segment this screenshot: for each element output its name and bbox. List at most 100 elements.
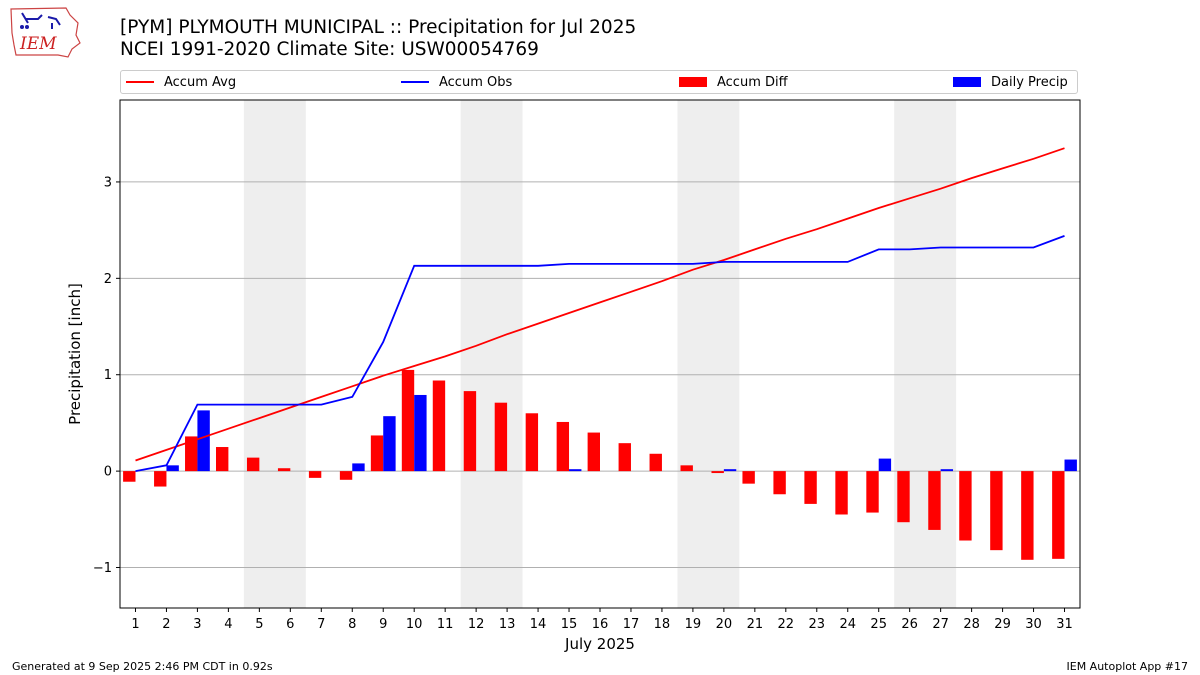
bar-accum-diff-18 bbox=[649, 453, 662, 472]
bar-daily-precip-20 bbox=[723, 469, 737, 472]
xtick-label-9: 9 bbox=[379, 617, 387, 632]
xtick-label-16: 16 bbox=[592, 617, 609, 632]
line-accum-avg bbox=[135, 147, 1065, 462]
xtick-label-8: 8 bbox=[348, 617, 356, 632]
iowa-map-outline bbox=[10, 7, 81, 58]
xtick-label-22: 22 bbox=[778, 617, 795, 632]
bar-accum-diff-15 bbox=[556, 421, 570, 472]
bar-accum-diff-16 bbox=[587, 432, 600, 472]
bar-accum-diff-21 bbox=[742, 471, 755, 484]
bar-daily-precip-2 bbox=[166, 465, 179, 472]
bar-daily-precip-15 bbox=[569, 469, 582, 472]
weekend-shade-4 bbox=[894, 100, 957, 608]
bar-accum-diff-3 bbox=[185, 436, 198, 472]
bar-accum-diff-20 bbox=[711, 471, 724, 474]
legend-swatch-accum-diff bbox=[679, 77, 707, 87]
footer-generated: Generated at 9 Sep 2025 2:46 PM CDT in 0… bbox=[12, 660, 273, 673]
xtick-label-1: 1 bbox=[131, 617, 139, 632]
bar-daily-precip-27 bbox=[940, 469, 954, 472]
legend-item-accum-diff: Accum Diff bbox=[679, 71, 788, 93]
chart-subtitle: NCEI 1991-2020 Climate Site: USW00054769 bbox=[120, 39, 539, 60]
legend-swatch-daily-precip bbox=[953, 77, 981, 87]
chart-title: [PYM] PLYMOUTH MUNICIPAL :: Precipitatio… bbox=[120, 17, 637, 38]
bar-daily-precip-9 bbox=[383, 416, 396, 472]
bar-daily-precip-31 bbox=[1064, 459, 1077, 472]
bar-daily-precip-3 bbox=[197, 410, 210, 472]
bar-accum-diff-7 bbox=[308, 471, 322, 478]
bar-accum-diff-24 bbox=[835, 471, 848, 515]
y-axis-label: Precipitation [inch] bbox=[66, 283, 84, 425]
xtick-label-20: 20 bbox=[716, 617, 733, 632]
xtick-label-15: 15 bbox=[561, 617, 578, 632]
xtick-label-5: 5 bbox=[255, 617, 263, 632]
legend-label-accum-diff: Accum Diff bbox=[717, 74, 788, 90]
legend-item-daily-precip: Daily Precip bbox=[953, 71, 1068, 93]
legend-label-daily-precip: Daily Precip bbox=[991, 74, 1068, 90]
xtick-label-19: 19 bbox=[685, 617, 702, 632]
bar-daily-precip-10 bbox=[414, 394, 427, 472]
xtick-label-18: 18 bbox=[654, 617, 671, 632]
bar-accum-diff-31 bbox=[1052, 471, 1065, 559]
bar-accum-diff-9 bbox=[370, 435, 384, 472]
ytick-label-3: 3 bbox=[104, 175, 112, 190]
bar-accum-diff-28 bbox=[959, 471, 972, 541]
bar-accum-diff-25 bbox=[866, 471, 879, 513]
lines-layer bbox=[135, 147, 1065, 472]
bar-accum-diff-12 bbox=[463, 391, 477, 472]
bar-accum-diff-27 bbox=[928, 471, 941, 530]
xtick-label-17: 17 bbox=[623, 617, 640, 632]
xtick-label-21: 21 bbox=[747, 617, 764, 632]
ytick-label-0: 0 bbox=[104, 465, 112, 480]
bar-accum-diff-2 bbox=[154, 471, 167, 487]
xtick-label-2: 2 bbox=[162, 617, 170, 632]
line-accum-obs bbox=[135, 235, 1065, 472]
bar-accum-diff-4 bbox=[216, 447, 229, 472]
bar-accum-diff-11 bbox=[432, 380, 446, 472]
bar-accum-diff-22 bbox=[773, 471, 786, 495]
weekend-shade-1 bbox=[243, 100, 306, 608]
bar-accum-diff-10 bbox=[401, 369, 415, 472]
legend-item-accum-obs: Accum Obs bbox=[401, 71, 512, 93]
weekend-shade-2 bbox=[460, 100, 523, 608]
bar-accum-diff-13 bbox=[494, 402, 508, 472]
xtick-label-12: 12 bbox=[468, 617, 485, 632]
legend-swatch-accum-avg bbox=[126, 81, 154, 83]
xtick-label-31: 31 bbox=[1056, 617, 1073, 632]
bar-accum-diff-26 bbox=[897, 471, 910, 523]
weekend-shade-3 bbox=[677, 100, 740, 608]
xtick-label-14: 14 bbox=[530, 617, 547, 632]
xtick-label-26: 26 bbox=[901, 617, 918, 632]
xtick-label-3: 3 bbox=[193, 617, 201, 632]
legend-label-accum-avg: Accum Avg bbox=[164, 74, 237, 90]
xtick-label-25: 25 bbox=[870, 617, 887, 632]
chart-legend: Accum Avg Accum Obs Accum Diff Daily Pre… bbox=[120, 70, 1078, 94]
iem-logo: IEM bbox=[10, 7, 81, 58]
xtick-label-24: 24 bbox=[839, 617, 856, 632]
bar-accum-diff-5 bbox=[246, 457, 260, 472]
xtick-label-13: 13 bbox=[499, 617, 516, 632]
xtick-label-23: 23 bbox=[809, 617, 826, 632]
bar-accum-diff-6 bbox=[277, 468, 291, 472]
bar-accum-diff-1 bbox=[123, 471, 136, 482]
bar-accum-diff-14 bbox=[525, 413, 539, 472]
bar-accum-diff-17 bbox=[618, 443, 631, 472]
xtick-label-29: 29 bbox=[994, 617, 1011, 632]
bar-daily-precip-25 bbox=[878, 458, 892, 472]
xtick-label-7: 7 bbox=[317, 617, 325, 632]
weather-symbol bbox=[21, 12, 61, 29]
ytick-label-2: 2 bbox=[104, 272, 112, 287]
logo-text: IEM bbox=[19, 34, 57, 54]
legend-swatch-accum-obs bbox=[401, 81, 429, 83]
xtick-label-10: 10 bbox=[406, 617, 423, 632]
bar-accum-diff-23 bbox=[804, 471, 817, 504]
legend-label-accum-obs: Accum Obs bbox=[439, 74, 513, 90]
bar-accum-diff-8 bbox=[339, 471, 353, 480]
xtick-label-11: 11 bbox=[437, 617, 454, 632]
xtick-label-4: 4 bbox=[224, 617, 232, 632]
ytick-label--1: −1 bbox=[93, 561, 112, 576]
bar-accum-diff-30 bbox=[1021, 471, 1034, 560]
legend-item-accum-avg: Accum Avg bbox=[126, 71, 236, 93]
weekend-shading-layer bbox=[243, 100, 957, 608]
